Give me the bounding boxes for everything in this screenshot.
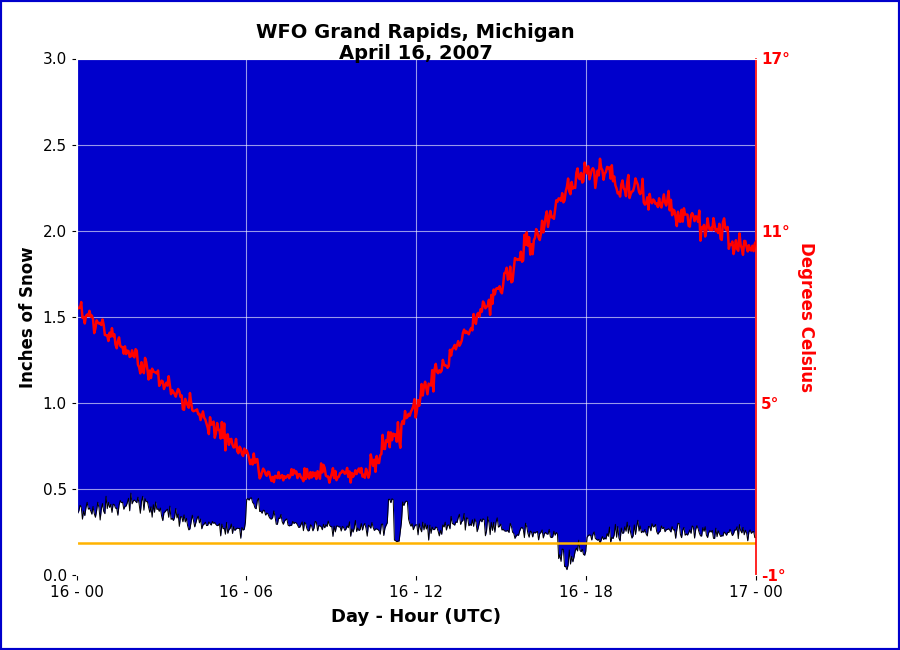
Text: WFO Grand Rapids, Michigan: WFO Grand Rapids, Michigan [256, 23, 575, 42]
X-axis label: Day - Hour (UTC): Day - Hour (UTC) [331, 608, 501, 627]
Y-axis label: Degrees Celsius: Degrees Celsius [796, 242, 814, 392]
Text: April 16, 2007: April 16, 2007 [339, 44, 492, 63]
Y-axis label: Inches of Snow: Inches of Snow [19, 246, 37, 387]
